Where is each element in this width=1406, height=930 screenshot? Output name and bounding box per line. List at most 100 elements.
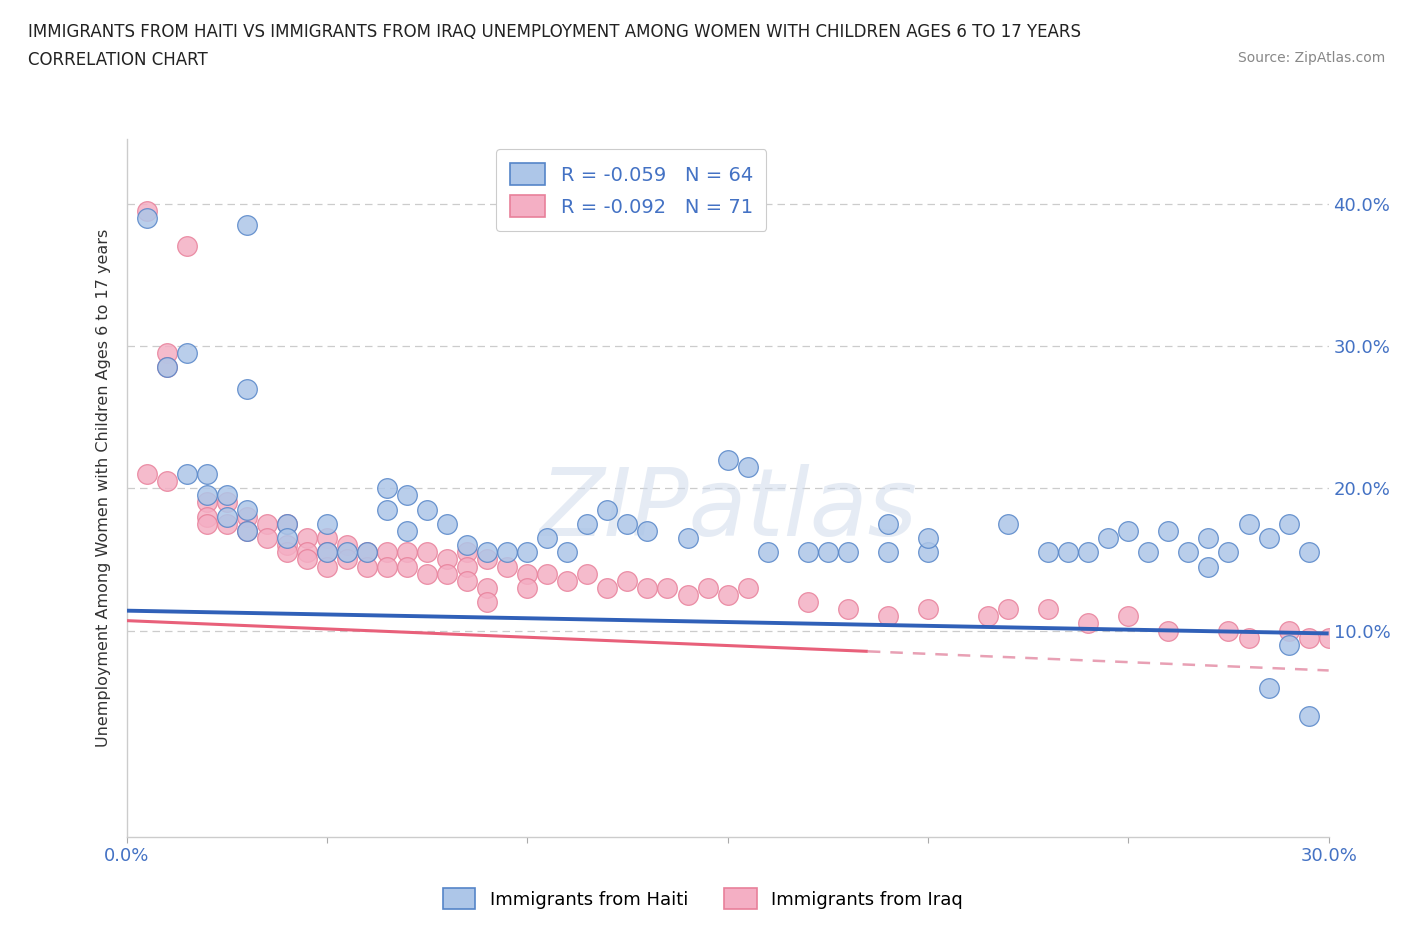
Point <box>295 545 318 560</box>
Point <box>276 516 298 531</box>
Point <box>375 545 398 560</box>
Point <box>1157 623 1180 638</box>
Point <box>356 545 378 560</box>
Point <box>997 602 1019 617</box>
Point <box>1118 524 1140 538</box>
Point <box>356 559 378 574</box>
Point <box>1198 531 1220 546</box>
Point <box>1038 545 1060 560</box>
Point <box>375 559 398 574</box>
Text: IMMIGRANTS FROM HAITI VS IMMIGRANTS FROM IRAQ UNEMPLOYMENT AMONG WOMEN WITH CHIL: IMMIGRANTS FROM HAITI VS IMMIGRANTS FROM… <box>28 23 1081 41</box>
Point <box>657 580 679 595</box>
Point <box>917 545 939 560</box>
Point <box>557 573 579 588</box>
Point <box>917 531 939 546</box>
Point <box>235 381 259 396</box>
Point <box>997 516 1019 531</box>
Point <box>295 552 318 567</box>
Point <box>375 502 398 517</box>
Point <box>536 531 558 546</box>
Point <box>636 524 658 538</box>
Point <box>516 545 538 560</box>
Point <box>135 204 157 219</box>
Point <box>1077 545 1099 560</box>
Point <box>576 566 599 581</box>
Point <box>456 538 478 552</box>
Point <box>215 488 238 503</box>
Point <box>256 531 278 546</box>
Point <box>416 545 439 560</box>
Point <box>456 545 478 560</box>
Point <box>235 218 259 232</box>
Point <box>676 531 699 546</box>
Point <box>1198 559 1220 574</box>
Point <box>475 594 498 609</box>
Point <box>396 545 419 560</box>
Point <box>195 516 218 531</box>
Point <box>557 545 579 560</box>
Point <box>436 566 458 581</box>
Point <box>1097 531 1119 546</box>
Point <box>155 360 177 375</box>
Point <box>596 580 619 595</box>
Point <box>1057 545 1080 560</box>
Point <box>315 545 337 560</box>
Point <box>456 573 478 588</box>
Point <box>436 516 458 531</box>
Point <box>176 467 198 482</box>
Point <box>176 239 198 254</box>
Point <box>235 502 259 517</box>
Point <box>135 467 157 482</box>
Point <box>977 609 1000 624</box>
Point <box>1298 545 1320 560</box>
Point <box>1277 637 1299 652</box>
Point <box>796 594 818 609</box>
Point <box>716 588 740 603</box>
Point <box>396 488 419 503</box>
Point <box>917 602 939 617</box>
Point <box>155 360 177 375</box>
Point <box>416 502 439 517</box>
Point <box>315 545 337 560</box>
Point <box>315 531 337 546</box>
Point <box>276 545 298 560</box>
Point <box>1118 609 1140 624</box>
Y-axis label: Unemployment Among Women with Children Ages 6 to 17 years: Unemployment Among Women with Children A… <box>96 229 111 748</box>
Point <box>737 459 759 474</box>
Point <box>1038 602 1060 617</box>
Point <box>596 502 619 517</box>
Point <box>475 580 498 595</box>
Point <box>155 346 177 361</box>
Point <box>195 510 218 525</box>
Point <box>475 552 498 567</box>
Point <box>295 531 318 546</box>
Point <box>215 516 238 531</box>
Point <box>496 559 519 574</box>
Point <box>375 481 398 496</box>
Point <box>1237 631 1260 645</box>
Point <box>256 516 278 531</box>
Point <box>1298 631 1320 645</box>
Point <box>135 210 157 225</box>
Point <box>456 559 478 574</box>
Point <box>636 580 658 595</box>
Point <box>756 545 779 560</box>
Point <box>235 510 259 525</box>
Point <box>837 545 859 560</box>
Point <box>516 566 538 581</box>
Point <box>1317 631 1340 645</box>
Point <box>1157 524 1180 538</box>
Point <box>315 559 337 574</box>
Point <box>716 452 740 467</box>
Point <box>1298 709 1320 724</box>
Point <box>336 545 359 560</box>
Point <box>536 566 558 581</box>
Legend: R = -0.059   N = 64, R = -0.092   N = 71: R = -0.059 N = 64, R = -0.092 N = 71 <box>496 149 766 231</box>
Point <box>1218 545 1240 560</box>
Point <box>215 510 238 525</box>
Point <box>215 495 238 510</box>
Point <box>356 545 378 560</box>
Text: Source: ZipAtlas.com: Source: ZipAtlas.com <box>1237 51 1385 65</box>
Point <box>1277 516 1299 531</box>
Point <box>877 609 900 624</box>
